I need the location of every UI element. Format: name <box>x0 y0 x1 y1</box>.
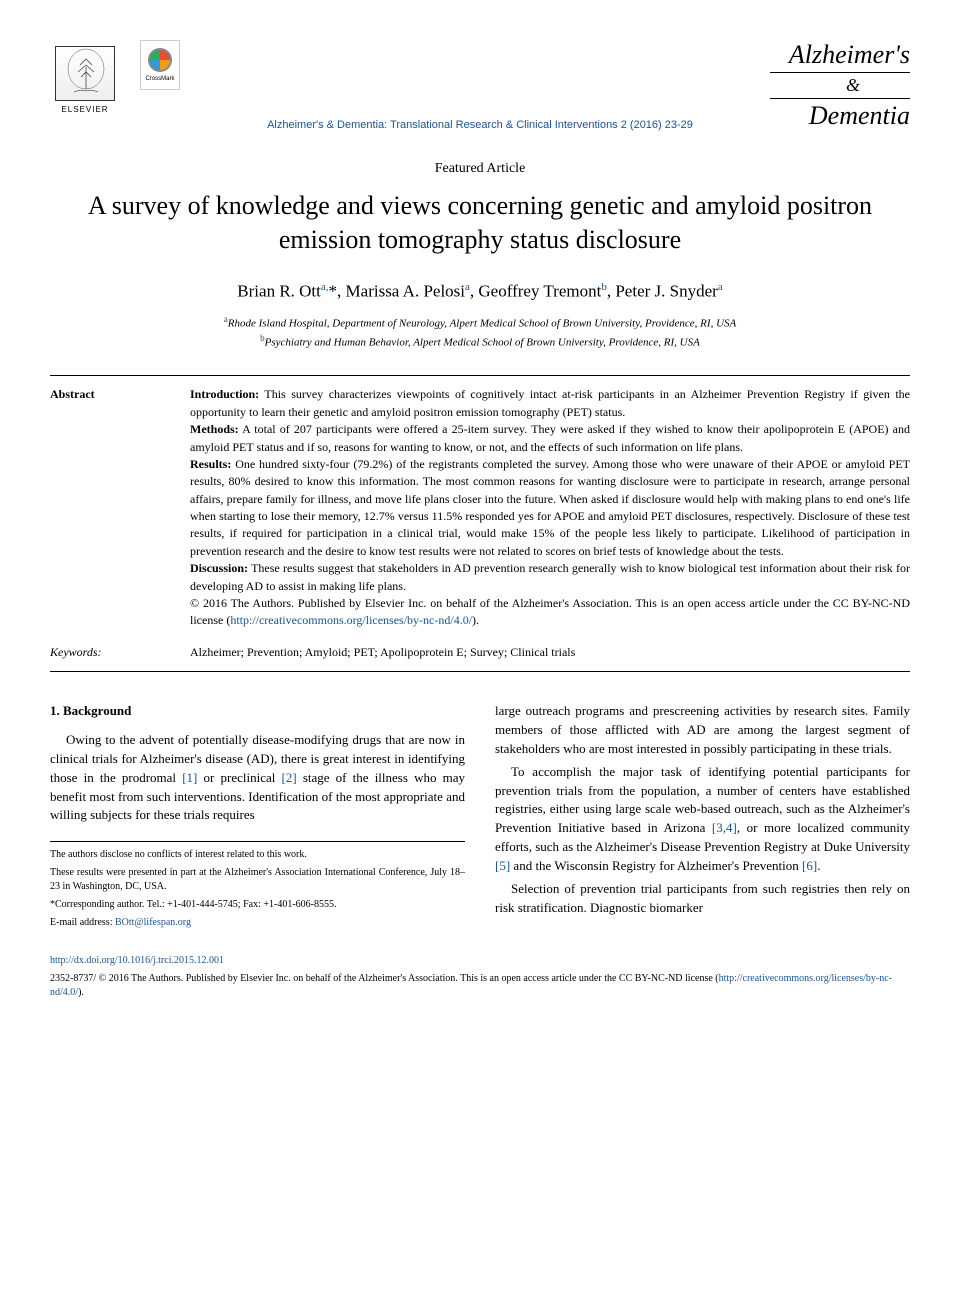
journal-name-line1: Alzheimer's <box>770 40 910 70</box>
footnote: *Corresponding author. Tel.: +1-401-444-… <box>50 898 465 912</box>
abstract-content: Introduction: This survey characterizes … <box>190 386 910 661</box>
body-text: and the Wisconsin Registry for Alzheimer… <box>510 858 802 873</box>
results-label: Results: <box>190 457 231 471</box>
keywords-row: Keywords: Alzheimer; Prevention; Amyloid… <box>50 638 910 661</box>
doi-link[interactable]: http://dx.doi.org/10.1016/j.trci.2015.12… <box>50 955 224 966</box>
body-column-left: 1. Background Owing to the advent of pot… <box>50 702 465 934</box>
elsevier-tree-icon <box>55 46 115 101</box>
reference-link[interactable]: [5] <box>495 858 510 873</box>
journal-logo-divider <box>770 72 910 73</box>
affiliations: aRhode Island Hospital, Department of Ne… <box>50 313 910 351</box>
abstract-label-column: Abstract <box>50 386 160 661</box>
license-link[interactable]: http://creativecommons.org/licenses/by-n… <box>230 613 472 627</box>
page-footer: http://dx.doi.org/10.1016/j.trci.2015.12… <box>50 954 910 1000</box>
reference-link[interactable]: [1] <box>182 770 197 785</box>
abstract-results: Results: One hundred sixty-four (79.2%) … <box>190 456 910 560</box>
body-paragraph: large outreach programs and prescreening… <box>495 702 910 759</box>
keywords-label: Keywords: <box>50 644 160 661</box>
email-link[interactable]: BOtt@lifespan.org <box>115 917 191 928</box>
elsevier-label: ELSEVIER <box>61 105 108 114</box>
issn-copyright-text: 2352-8737/ © 2016 The Authors. Published… <box>50 973 719 984</box>
body-text: . <box>817 858 820 873</box>
abstract-copyright: © 2016 The Authors. Published by Elsevie… <box>190 595 910 630</box>
journal-name-line3: Dementia <box>770 101 910 131</box>
reference-link[interactable]: [3,4] <box>712 820 737 835</box>
affiliation-line: bPsychiatry and Human Behavior, Alpert M… <box>50 332 910 351</box>
body-paragraph: Owing to the advent of potentially disea… <box>50 731 465 825</box>
methods-text: A total of 207 participants were offered… <box>190 422 910 453</box>
email-label: E-mail address: <box>50 917 115 928</box>
body-paragraph: To accomplish the major task of identify… <box>495 763 910 876</box>
reference-link[interactable]: [6] <box>802 858 817 873</box>
abstract-section: Abstract Introduction: This survey chara… <box>50 375 910 672</box>
abstract-intro: Introduction: This survey characterizes … <box>190 386 910 421</box>
article-title: A survey of knowledge and views concerni… <box>50 189 910 257</box>
discussion-text: These results suggest that stakeholders … <box>190 561 910 592</box>
intro-text: This survey characterizes viewpoints of … <box>190 387 910 418</box>
footnote: These results were presented in part at … <box>50 866 465 894</box>
section-heading-background: 1. Background <box>50 702 465 721</box>
affiliation-line: aRhode Island Hospital, Department of Ne… <box>50 313 910 332</box>
footnote: The authors disclose no conflicts of int… <box>50 848 465 862</box>
results-text: One hundred sixty-four (79.2%) of the re… <box>190 457 910 558</box>
footnotes: The authors disclose no conflicts of int… <box>50 841 465 930</box>
journal-logo: Alzheimer's & Dementia <box>770 40 910 131</box>
elsevier-logo[interactable]: ELSEVIER <box>50 40 120 120</box>
footer-copyright: 2352-8737/ © 2016 The Authors. Published… <box>50 972 910 1000</box>
copyright-end: ). <box>472 613 479 627</box>
reference-link[interactable]: [2] <box>282 770 297 785</box>
article-type: Featured Article <box>50 161 910 177</box>
methods-label: Methods: <box>190 422 239 436</box>
abstract-discussion: Discussion: These results suggest that s… <box>190 560 910 595</box>
keywords-text: Alzheimer; Prevention; Amyloid; PET; Apo… <box>190 644 575 661</box>
crossmark-label: CrossMark <box>145 76 174 82</box>
body-columns: 1. Background Owing to the advent of pot… <box>50 702 910 934</box>
body-text: or preclinical <box>197 770 281 785</box>
header-left-logos: ELSEVIER CrossMark <box>50 40 180 120</box>
body-paragraph: Selection of prevention trial participan… <box>495 880 910 918</box>
crossmark-logo[interactable]: CrossMark <box>140 40 180 90</box>
discussion-label: Discussion: <box>190 561 248 575</box>
page-header: ELSEVIER CrossMark Alzheimer's & Dementi… <box>50 40 910 131</box>
footnote-email: E-mail address: BOtt@lifespan.org <box>50 916 465 930</box>
journal-logo-divider <box>770 98 910 99</box>
abstract-methods: Methods: A total of 207 participants wer… <box>190 421 910 456</box>
author-list: Brian R. Otta,*, Marissa A. Pelosia, Geo… <box>50 281 910 302</box>
copyright-end: ). <box>78 987 84 998</box>
intro-label: Introduction: <box>190 387 259 401</box>
abstract-label: Abstract <box>50 386 160 403</box>
body-column-right: large outreach programs and prescreening… <box>495 702 910 934</box>
journal-name-line2: & <box>770 75 910 96</box>
crossmark-icon <box>148 48 172 72</box>
